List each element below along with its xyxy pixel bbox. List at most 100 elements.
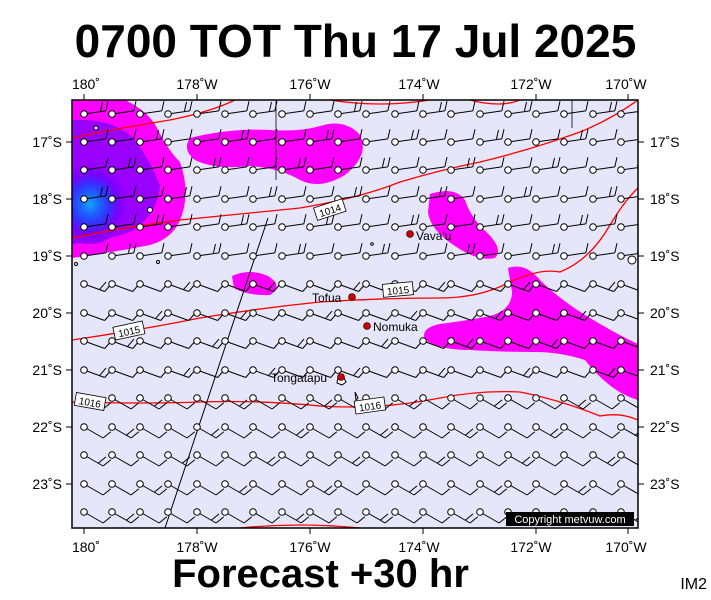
wind-barb [334,214,363,231]
wind-barb [80,451,112,467]
wind-barb [391,101,420,118]
wind-barb [334,157,363,174]
wind-barb [504,309,536,321]
lon-label-170w-bottom: 170˚W [605,539,647,555]
wind-barb [306,186,335,203]
wind-barb [447,394,479,410]
wind-barb [221,129,250,146]
wind-barb [221,480,253,496]
map-title: 0700 TOT Thu 17 Jul 2025 [74,15,637,67]
wind-barb [617,248,638,260]
wind-barb [136,423,168,439]
wind-barb [108,186,137,203]
wind-barb [80,214,109,231]
wind-barb [80,280,112,292]
wind-barb [617,480,638,495]
wind-barb [560,129,589,146]
wind-barb [193,508,225,524]
wind-barb [617,394,638,409]
wind-barb [278,157,307,174]
lat-label-17s-right: 17˚S [650,134,680,150]
wind-barb [108,451,140,467]
wind-barb [447,129,476,146]
wind-barb [164,186,193,203]
wind-barb [391,423,423,439]
wind-barb [589,480,621,496]
lat-label-17s-left: 17˚S [32,134,62,150]
wind-barb [108,243,137,260]
wind-barb [108,508,140,524]
wind-barb [617,280,638,291]
lon-label-176w-top: 176˚W [289,76,331,92]
wind-barb [249,129,278,146]
map-frame [71,99,639,529]
wind-barb [136,214,165,231]
wind-barb [589,129,618,146]
place-dot-tofua [348,293,356,301]
wind-barb [108,101,137,118]
wind-barb [476,309,508,321]
wind-barb [193,214,222,231]
wind-barb [560,451,592,467]
place-dot-tongatapu [337,373,345,381]
wind-barb [136,243,165,260]
wind-barb [334,451,366,467]
wind-barb [164,508,196,524]
wind-barb [560,157,589,174]
wind-barb [221,394,253,410]
wind-barb [504,423,536,439]
lat-label-18s-left: 18˚S [32,191,62,207]
copyright-text: Copyright metvuw.com [514,514,625,526]
wind-barb [504,366,536,378]
wind-barb [617,195,638,203]
wind-barb [249,394,281,410]
wind-barb [504,214,533,231]
wind-barb [164,480,196,496]
wind-barb [391,214,420,231]
wind-barb [334,508,366,524]
latitude-labels-left: 17˚S 18˚S 19˚S 20˚S 21˚S 22˚S 23˚S [32,134,62,492]
wind-barb [447,451,479,467]
lon-label-174w-bottom: 174˚W [398,539,440,555]
wind-barb [617,423,638,438]
wind-barb [419,186,448,203]
wind-barb [419,243,448,260]
wind-barb [532,186,561,203]
wind-barb [362,451,394,467]
wind-barb [249,423,281,439]
wind-barb [617,223,638,231]
wind-barb [306,243,335,260]
wind-barb [108,129,137,146]
wind-barb [589,214,618,231]
latitude-labels-right: 17˚S 18˚S 19˚S 20˚S 21˚S 22˚S 23˚S [650,134,680,492]
wind-barb [80,129,109,146]
wind-barb [391,186,420,203]
trough-line [164,217,269,528]
wind-barb [193,243,222,260]
place-label-tongatapu: Tongatapu [271,371,327,385]
wind-barb [447,186,476,203]
wind-barb [362,129,391,146]
wind-barb [221,508,253,524]
wind-barb [80,480,112,496]
wind-barb [306,423,338,439]
wind-barb [476,394,508,410]
wind-barb [136,129,165,146]
wind-barb [80,101,109,118]
wind-barb [136,394,168,410]
lon-label-172w-top: 172˚W [510,76,552,92]
wind-barb [108,423,140,439]
wind-barb [136,186,165,203]
wind-barb [278,423,310,439]
isobar-label-1015-east: 1015 [387,285,411,298]
wind-barb [334,280,366,292]
wind-barb [447,243,476,260]
wind-barb [278,508,310,524]
lat-label-20s-right: 20˚S [650,305,680,321]
wind-barb [419,508,451,524]
wind-barb [193,480,225,496]
lat-label-20s-left: 20˚S [32,305,62,321]
wind-barb [504,394,536,410]
wind-barb [193,423,225,439]
wind-barb [80,157,109,174]
